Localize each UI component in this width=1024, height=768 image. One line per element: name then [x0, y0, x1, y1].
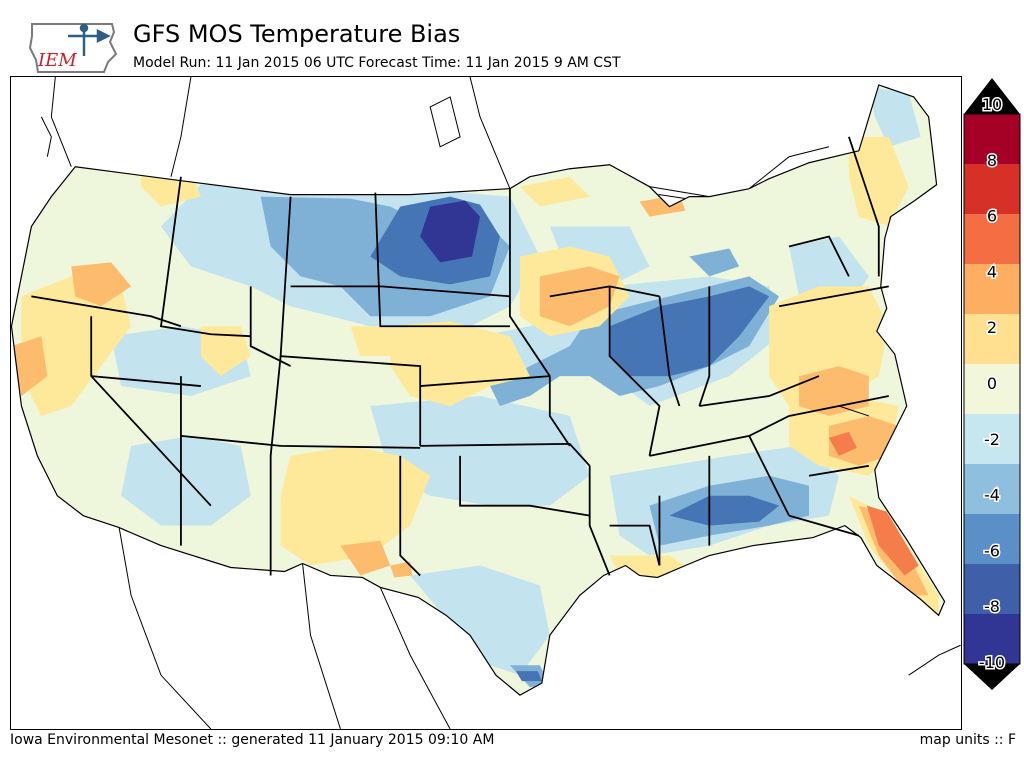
iem-logo: IEM: [28, 23, 118, 73]
colorbar-tick-label: 10: [982, 95, 1002, 114]
colorbar-over-triangle: [964, 78, 1020, 114]
footer-credit: Iowa Environmental Mesonet :: generated …: [10, 732, 495, 748]
colorbar-under-triangle: [964, 664, 1020, 690]
colorbar-segment: [964, 164, 1020, 215]
bias-fill-0-2: [21, 136, 939, 616]
colorbar-segment: [964, 564, 1020, 615]
colorbar-tick-label: -10: [979, 653, 1005, 672]
map-title: GFS MOS Temperature Bias: [133, 20, 461, 48]
bias-map: [10, 76, 962, 730]
colorbar-frame: [963, 113, 1021, 665]
bias-fill-neg10-neg8: [420, 200, 481, 263]
colorbar-segment: [964, 614, 1020, 665]
colorbar-segment: [964, 464, 1020, 515]
colorbar-tick-label: -2: [984, 430, 1000, 449]
colorbar-tick-label: 2: [987, 318, 997, 337]
colorbar: 10 8 6 4 2 0 -2 -4 -6 -8 -10: [963, 78, 1021, 690]
map-subtitle: Model Run: 11 Jan 2015 06 UTC Forecast T…: [133, 55, 621, 71]
coast-islands: [40, 96, 869, 417]
logo-text: IEM: [37, 50, 77, 71]
colorbar-tick-label: -6: [984, 541, 1000, 560]
colorbar-segment: [964, 114, 1020, 165]
state-borders: [31, 136, 889, 577]
colorbar-tick-label: -4: [984, 486, 1000, 505]
colorbar-segment: [964, 264, 1020, 315]
bias-fill-4-6: [828, 431, 919, 576]
colorbar-segment: [964, 414, 1020, 465]
bias-contours: [11, 84, 945, 696]
map-units: map units :: F: [919, 732, 1016, 748]
colorbar-tick-label: 8: [987, 151, 997, 170]
colorbar-tick-label: 6: [987, 207, 997, 226]
colorbar-tick-label: 0: [987, 374, 997, 393]
colorbar-segment: [964, 364, 1020, 415]
colorbar-segment: [964, 214, 1020, 265]
colorbar-segment: [964, 514, 1020, 565]
weathervane-icon: [68, 23, 111, 56]
colorbar-tick-label: -8: [984, 597, 1000, 616]
colorbar-tick-label: 4: [987, 262, 997, 281]
colorbar-segment: [964, 314, 1020, 365]
